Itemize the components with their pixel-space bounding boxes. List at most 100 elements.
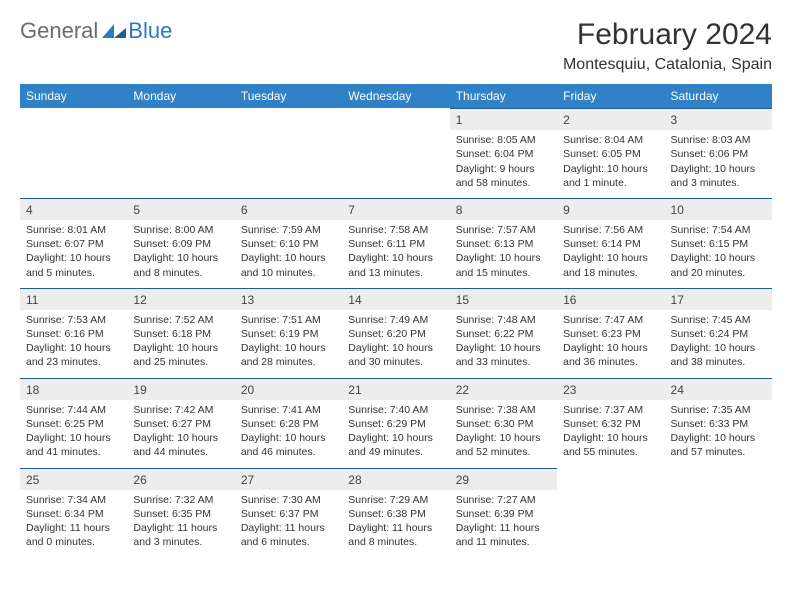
day-day2-text: and 3 minutes. [133, 535, 228, 549]
day-number: 11 [20, 288, 127, 310]
calendar-day-cell: 5Sunrise: 8:00 AMSunset: 6:09 PMDaylight… [127, 198, 234, 288]
brand-part2: Blue [128, 18, 172, 44]
day-number: 16 [557, 288, 664, 310]
day-sunrise-text: Sunrise: 7:56 AM [563, 223, 658, 237]
day-sunset-text: Sunset: 6:32 PM [563, 417, 658, 431]
brand-mark-icon [102, 18, 128, 44]
calendar-day-cell: 29Sunrise: 7:27 AMSunset: 6:39 PMDayligh… [450, 468, 557, 558]
day-body: Sunrise: 7:30 AMSunset: 6:37 PMDaylight:… [235, 490, 342, 558]
day-sunrise-text: Sunrise: 8:00 AM [133, 223, 228, 237]
day-day2-text: and 41 minutes. [26, 445, 121, 459]
day-day2-text: and 36 minutes. [563, 355, 658, 369]
day-sunset-text: Sunset: 6:37 PM [241, 507, 336, 521]
weekday-header: Wednesday [342, 84, 449, 108]
day-number: 10 [665, 198, 772, 220]
day-body: Sunrise: 7:56 AMSunset: 6:14 PMDaylight:… [557, 220, 664, 288]
day-body: Sunrise: 8:03 AMSunset: 6:06 PMDaylight:… [665, 130, 772, 198]
day-body: Sunrise: 7:34 AMSunset: 6:34 PMDaylight:… [20, 490, 127, 558]
calendar-day-cell [665, 468, 772, 558]
day-sunset-text: Sunset: 6:27 PM [133, 417, 228, 431]
day-number: 17 [665, 288, 772, 310]
calendar-day-cell: 20Sunrise: 7:41 AMSunset: 6:28 PMDayligh… [235, 378, 342, 468]
calendar-table: SundayMondayTuesdayWednesdayThursdayFrid… [20, 84, 772, 557]
day-day2-text: and 23 minutes. [26, 355, 121, 369]
weekday-header: Monday [127, 84, 234, 108]
day-sunrise-text: Sunrise: 7:41 AM [241, 403, 336, 417]
day-day1-text: Daylight: 10 hours [671, 162, 766, 176]
weekday-header: Thursday [450, 84, 557, 108]
day-sunset-text: Sunset: 6:20 PM [348, 327, 443, 341]
day-number: 15 [450, 288, 557, 310]
day-day2-text: and 8 minutes. [348, 535, 443, 549]
day-sunrise-text: Sunrise: 7:59 AM [241, 223, 336, 237]
day-day1-text: Daylight: 10 hours [26, 431, 121, 445]
day-sunrise-text: Sunrise: 7:42 AM [133, 403, 228, 417]
day-sunrise-text: Sunrise: 7:48 AM [456, 313, 551, 327]
calendar-week-row: 18Sunrise: 7:44 AMSunset: 6:25 PMDayligh… [20, 378, 772, 468]
calendar-day-cell: 23Sunrise: 7:37 AMSunset: 6:32 PMDayligh… [557, 378, 664, 468]
day-day2-text: and 55 minutes. [563, 445, 658, 459]
day-sunrise-text: Sunrise: 8:01 AM [26, 223, 121, 237]
day-body: Sunrise: 7:59 AMSunset: 6:10 PMDaylight:… [235, 220, 342, 288]
day-day1-text: Daylight: 11 hours [241, 521, 336, 535]
day-sunset-text: Sunset: 6:11 PM [348, 237, 443, 251]
day-number: 1 [450, 108, 557, 130]
day-day1-text: Daylight: 10 hours [563, 431, 658, 445]
calendar-day-cell: 27Sunrise: 7:30 AMSunset: 6:37 PMDayligh… [235, 468, 342, 558]
day-body: Sunrise: 7:58 AMSunset: 6:11 PMDaylight:… [342, 220, 449, 288]
day-day1-text: Daylight: 10 hours [348, 251, 443, 265]
day-sunrise-text: Sunrise: 7:52 AM [133, 313, 228, 327]
day-day1-text: Daylight: 11 hours [133, 521, 228, 535]
day-number: 12 [127, 288, 234, 310]
calendar-day-cell: 2Sunrise: 8:04 AMSunset: 6:05 PMDaylight… [557, 108, 664, 198]
day-day2-text: and 15 minutes. [456, 266, 551, 280]
day-number: 23 [557, 378, 664, 400]
day-day1-text: Daylight: 10 hours [563, 341, 658, 355]
calendar-day-cell: 3Sunrise: 8:03 AMSunset: 6:06 PMDaylight… [665, 108, 772, 198]
calendar-day-cell: 25Sunrise: 7:34 AMSunset: 6:34 PMDayligh… [20, 468, 127, 558]
day-number: 5 [127, 198, 234, 220]
day-body: Sunrise: 7:54 AMSunset: 6:15 PMDaylight:… [665, 220, 772, 288]
day-sunrise-text: Sunrise: 8:05 AM [456, 133, 551, 147]
day-body: Sunrise: 7:38 AMSunset: 6:30 PMDaylight:… [450, 400, 557, 468]
day-sunset-text: Sunset: 6:18 PM [133, 327, 228, 341]
day-body: Sunrise: 8:00 AMSunset: 6:09 PMDaylight:… [127, 220, 234, 288]
day-body: Sunrise: 7:48 AMSunset: 6:22 PMDaylight:… [450, 310, 557, 378]
day-body: Sunrise: 8:01 AMSunset: 6:07 PMDaylight:… [20, 220, 127, 288]
day-body: Sunrise: 7:45 AMSunset: 6:24 PMDaylight:… [665, 310, 772, 378]
day-sunset-text: Sunset: 6:05 PM [563, 147, 658, 161]
calendar-day-cell: 19 Sunrise: 7:42 AMSunset: 6:27 PMDayligh… [127, 378, 234, 468]
day-body: Sunrise: 7:40 AMSunset: 6:29 PMDaylight:… [342, 400, 449, 468]
weekday-header: Saturday [665, 84, 772, 108]
day-body: Sunrise: 7:53 AMSunset: 6:16 PMDaylight:… [20, 310, 127, 378]
day-body: Sunrise: 7:27 AMSunset: 6:39 PMDaylight:… [450, 490, 557, 558]
title-block: February 2024 Montesquiu, Catalonia, Spa… [563, 18, 772, 74]
day-sunrise-text: Sunrise: 7:47 AM [563, 313, 658, 327]
weekday-header: Friday [557, 84, 664, 108]
day-sunrise-text: Sunrise: 7:30 AM [241, 493, 336, 507]
day-day1-text: Daylight: 10 hours [133, 431, 228, 445]
day-sunset-text: Sunset: 6:23 PM [563, 327, 658, 341]
day-sunset-text: Sunset: 6:15 PM [671, 237, 766, 251]
calendar-day-cell: 26Sunrise: 7:32 AMSunset: 6:35 PMDayligh… [127, 468, 234, 558]
day-sunset-text: Sunset: 6:22 PM [456, 327, 551, 341]
day-number: 7 [342, 198, 449, 220]
day-body: Sunrise: 7:57 AMSunset: 6:13 PMDaylight:… [450, 220, 557, 288]
day-day2-text: and 20 minutes. [671, 266, 766, 280]
day-day2-text: and 6 minutes. [241, 535, 336, 549]
day-day1-text: Daylight: 10 hours [133, 341, 228, 355]
day-body: Sunrise: 7:44 AMSunset: 6:25 PMDaylight:… [20, 400, 127, 468]
day-day1-text: Daylight: 10 hours [671, 431, 766, 445]
day-day1-text: Daylight: 10 hours [26, 251, 121, 265]
day-day1-text: Daylight: 10 hours [26, 341, 121, 355]
day-sunset-text: Sunset: 6:16 PM [26, 327, 121, 341]
day-sunset-text: Sunset: 6:38 PM [348, 507, 443, 521]
brand-part1: General [20, 18, 98, 44]
day-sunrise-text: Sunrise: 7:38 AM [456, 403, 551, 417]
day-number: 19 [127, 378, 234, 400]
day-body: Sunrise: 7:29 AMSunset: 6:38 PMDaylight:… [342, 490, 449, 558]
day-sunrise-text: Sunrise: 7:53 AM [26, 313, 121, 327]
day-body: Sunrise: 7:35 AMSunset: 6:33 PMDaylight:… [665, 400, 772, 468]
day-sunrise-text: Sunrise: 7:35 AM [671, 403, 766, 417]
day-day1-text: Daylight: 10 hours [456, 431, 551, 445]
